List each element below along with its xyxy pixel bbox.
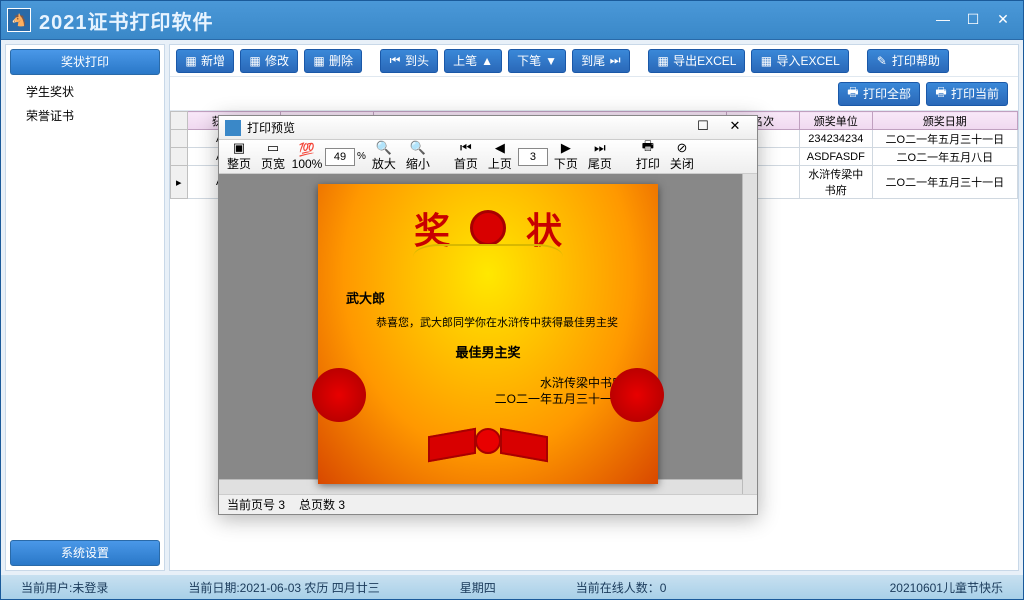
titlebar: 🐴 2021证书打印软件 — ☐ ✕ [1,1,1023,39]
next-page-button[interactable]: ▶下页 [550,141,582,173]
print-all-button[interactable]: 🖶打印全部 [838,82,920,106]
cert-body: 恭喜您，武大郎同学你在水浒传中获得最佳男主奖 [376,315,630,332]
cert-sign: 水浒传梁中书府 二O二一年五月三十一日 [346,375,624,409]
status-date: 当前日期:2021-06-03 农历 四月廿三 [188,579,379,596]
grid-header[interactable]: 颁奖日期 [872,112,1017,130]
dialog-title: 打印预览 [247,119,687,136]
preview-canvas[interactable]: 奖 状 武大郎 恭喜您，武大郎同学你在水浒传中获得最佳男主奖 最佳男主奖 水浒传… [219,174,757,494]
prev-button[interactable]: 上笔▲ [444,49,502,73]
print-preview-dialog: 打印预览 ☐ ✕ ▣整页 ▭页宽 💯100% % 🔍放大 🔍缩小 ⏮首页 ◀上页… [218,115,758,515]
delete-button[interactable]: ▦删除 [304,49,362,73]
preview-statusbar: 当前页号 3 总页数 3 [219,494,757,514]
next-button[interactable]: 下笔▼ [508,49,566,73]
minimize-button[interactable]: — [929,9,957,31]
zoom-in-button[interactable]: 🔍放大 [368,141,400,173]
export-excel-button[interactable]: ▦导出EXCEL [648,49,745,73]
last-icon: ⏭ [592,141,608,155]
next-icon: ▶ [558,141,574,155]
zoomin-icon: 🔍 [376,141,392,155]
last-page-button[interactable]: ⏭尾页 [584,141,616,173]
sidebar-item-honor[interactable]: 荣誉证书 [6,103,164,127]
preview-toolbar: ▣整页 ▭页宽 💯100% % 🔍放大 🔍缩小 ⏮首页 ◀上页 ▶下页 ⏭尾页 … [219,140,757,174]
cert-seal-icon [470,210,506,246]
edit-icon: ✎ [876,55,888,67]
zoom-out-button[interactable]: 🔍缩小 [402,141,434,173]
width-icon: ▭ [265,141,281,155]
zoomout-icon: 🔍 [410,141,426,155]
certificate: 奖 状 武大郎 恭喜您，武大郎同学你在水浒传中获得最佳男主奖 最佳男主奖 水浒传… [318,184,658,484]
dialog-maximize-button[interactable]: ☐ [687,118,719,138]
sidebar-print-category[interactable]: 奖状打印 [10,49,160,75]
status-online: 当前在线人数：0 [576,579,667,596]
status-right: 20210601儿童节快乐 [890,579,1003,596]
cert-award: 最佳男主奖 [346,342,630,361]
toolbar: ▦新增 ▦修改 ▦删除 ⏮到头 上笔▲ 下笔▼ 到尾⏭ ▦导出EXCEL ▦导入… [170,45,1018,77]
grid-header[interactable]: 颁奖单位 [799,112,872,130]
preview-close-button[interactable]: ⊘关闭 [666,141,698,173]
close-icon: ⊘ [674,141,690,155]
cert-flower-left-icon [312,368,366,422]
pct-icon: 💯 [299,143,315,157]
dialog-icon [225,120,241,136]
app-logo-icon: 🐴 [7,8,31,32]
cert-ribbon-icon [428,432,548,466]
grid-icon: ▦ [249,55,261,67]
print-icon: 🖶 [847,88,859,100]
fit-width-button[interactable]: ▭页宽 [257,141,289,173]
print-current-button[interactable]: 🖶打印当前 [926,82,1008,106]
up-icon: ▲ [481,55,493,67]
fit-page-button[interactable]: ▣整页 [223,141,255,173]
app-body: 奖状打印 学生奖状 荣誉证书 系统设置 ▦新增 ▦修改 ▦删除 ⏮到头 上笔▲ … [1,39,1023,575]
zoom-input[interactable] [325,148,355,166]
prev-icon: ◀ [492,141,508,155]
preview-print-button[interactable]: 🖶打印 [632,141,664,173]
first-page-button[interactable]: ⏮首页 [450,141,482,173]
cert-name: 武大郎 [346,288,630,307]
print-bar: 🖶打印全部 🖶打印当前 [170,77,1018,111]
sidebar: 奖状打印 学生奖状 荣誉证书 系统设置 [5,44,165,571]
down-icon: ▼ [545,55,557,67]
maximize-button[interactable]: ☐ [959,9,987,31]
first-icon: ⏮ [389,55,401,67]
dialog-titlebar[interactable]: 打印预览 ☐ ✕ [219,116,757,140]
status-user: 当前用户:未登录 [21,579,108,596]
zoom-100-button[interactable]: 💯100% [291,141,323,173]
cert-flower-right-icon [610,368,664,422]
printer-icon: 🖶 [640,141,656,155]
add-button[interactable]: ▦新增 [176,49,234,73]
edit-button[interactable]: ▦修改 [240,49,298,73]
prev-page-button[interactable]: ◀上页 [484,141,516,173]
sidebar-item-student[interactable]: 学生奖状 [6,79,164,103]
app-window: 🐴 2021证书打印软件 — ☐ ✕ 奖状打印 学生奖状 荣誉证书 系统设置 ▦… [0,0,1024,600]
export-icon: ▦ [657,55,669,67]
app-title: 2021证书打印软件 [39,6,214,35]
page-icon: ▣ [231,141,247,155]
sidebar-settings[interactable]: 系统设置 [10,540,160,566]
import-icon: ▦ [760,55,772,67]
grid-icon: ▦ [185,55,197,67]
main-panel: ▦新增 ▦修改 ▦删除 ⏮到头 上笔▲ 下笔▼ 到尾⏭ ▦导出EXCEL ▦导入… [169,44,1019,571]
import-excel-button[interactable]: ▦导入EXCEL [751,49,848,73]
print-icon: 🖶 [935,88,947,100]
first-icon: ⏮ [458,141,474,155]
statusbar: 当前用户:未登录 当前日期:2021-06-03 农历 四月廿三 星期四 当前在… [1,575,1023,599]
dialog-close-button[interactable]: ✕ [719,118,751,138]
grid-icon: ▦ [313,55,325,67]
cert-ornament [413,244,563,270]
first-button[interactable]: ⏮到头 [380,49,438,73]
status-weekday: 星期四 [460,579,496,596]
last-icon: ⏭ [609,55,621,67]
print-help-button[interactable]: ✎打印帮助 [867,49,949,73]
last-button[interactable]: 到尾⏭ [572,49,630,73]
page-input[interactable] [518,148,548,166]
close-button[interactable]: ✕ [989,9,1017,31]
